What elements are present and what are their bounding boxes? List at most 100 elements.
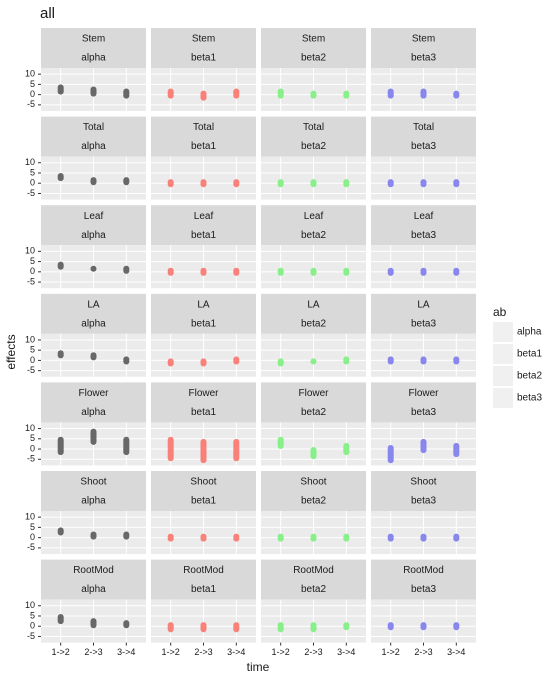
- y-axis-label: effects: [4, 334, 18, 369]
- range-mark: [387, 533, 394, 542]
- range-mark: [200, 179, 207, 188]
- range-mark: [277, 358, 284, 367]
- strip-col-label: beta1: [191, 318, 216, 329]
- range-mark: [453, 267, 460, 276]
- x-tick-label: 2->3: [414, 647, 432, 657]
- strip-row-label: Flower: [408, 388, 439, 399]
- strip: [151, 293, 256, 334]
- strip: [371, 28, 476, 68]
- range-mark: [387, 622, 394, 631]
- y-tick-label: 0: [30, 443, 35, 453]
- legend-label: beta2: [517, 371, 542, 382]
- range-mark: [57, 261, 64, 270]
- strip-row-label: Leaf: [414, 211, 434, 222]
- strip-col-label: beta3: [411, 407, 436, 418]
- range-mark: [233, 622, 240, 633]
- range-mark: [90, 618, 97, 629]
- range-mark: [387, 444, 394, 464]
- strip-row-label: Flower: [298, 388, 329, 399]
- range-mark: [123, 356, 130, 365]
- strip-col-label: beta2: [301, 230, 326, 241]
- range-mark: [387, 179, 394, 188]
- strip: [261, 116, 366, 157]
- y-tick-label: 5: [30, 79, 35, 89]
- range-mark: [343, 90, 350, 99]
- range-mark: [200, 358, 207, 367]
- range-mark: [123, 620, 130, 629]
- strip: [151, 382, 256, 423]
- y-tick-label: 5: [30, 610, 35, 620]
- range-mark: [200, 438, 207, 464]
- range-mark: [277, 533, 284, 542]
- range-mark: [310, 179, 317, 188]
- y-tick-label: 5: [30, 433, 35, 443]
- range-mark: [453, 622, 460, 631]
- strip-col-label: beta2: [301, 407, 326, 418]
- strip-col-label: alpha: [81, 53, 106, 64]
- range-mark: [123, 531, 130, 540]
- range-mark: [57, 527, 64, 536]
- x-tick-label: 2->3: [84, 647, 102, 657]
- strip-row-label: LA: [307, 299, 320, 310]
- legend-key: [493, 388, 513, 408]
- x-tick-label: 1->2: [162, 647, 180, 657]
- strip-col-label: beta2: [301, 584, 326, 595]
- y-tick-label: -5: [27, 365, 35, 375]
- range-mark: [233, 179, 240, 188]
- legend-key: [493, 344, 513, 364]
- range-mark: [200, 533, 207, 542]
- range-mark: [343, 267, 350, 276]
- range-mark: [90, 86, 97, 97]
- strip-row-label: RootMod: [403, 565, 444, 576]
- y-tick-label: -5: [27, 276, 35, 286]
- x-axis-label: time: [247, 660, 270, 674]
- strip: [261, 471, 366, 511]
- range-mark: [343, 179, 350, 188]
- range-mark: [420, 533, 427, 542]
- range-mark: [57, 84, 64, 95]
- strip-row-label: RootMod: [73, 565, 114, 576]
- strip-col-label: beta3: [411, 141, 436, 152]
- strip-col-label: alpha: [81, 407, 106, 418]
- strip-col-label: alpha: [81, 318, 106, 329]
- x-tick-label: 2->3: [304, 647, 322, 657]
- y-tick-label: 0: [30, 621, 35, 631]
- range-mark: [453, 442, 460, 458]
- strip: [261, 28, 366, 68]
- range-mark: [90, 531, 97, 540]
- strip: [261, 382, 366, 423]
- range-mark: [387, 88, 394, 99]
- x-tick-label: 3->4: [337, 647, 355, 657]
- legend-label: alpha: [517, 327, 542, 338]
- x-tick-label: 1->2: [382, 647, 400, 657]
- strip-col-label: beta3: [411, 496, 436, 507]
- legend-title: ab: [493, 305, 507, 319]
- strip: [261, 293, 366, 334]
- range-mark: [90, 177, 97, 186]
- range-mark: [90, 352, 97, 361]
- strip-row-label: Shoot: [410, 477, 436, 488]
- x-tick-label: 2->3: [194, 647, 212, 657]
- strip-col-label: beta1: [191, 141, 216, 152]
- range-mark: [233, 267, 240, 276]
- strip: [371, 293, 476, 334]
- strip-col-label: beta2: [301, 496, 326, 507]
- range-mark: [310, 90, 317, 99]
- strip-row-label: Stem: [302, 34, 325, 45]
- strip-row-label: Shoot: [300, 477, 326, 488]
- strip: [151, 205, 256, 246]
- strip-row-label: Total: [303, 122, 324, 133]
- range-mark: [420, 179, 427, 188]
- range-mark: [453, 356, 460, 365]
- strip-col-label: alpha: [81, 141, 106, 152]
- range-mark: [277, 179, 284, 188]
- strip: [371, 559, 476, 600]
- range-mark: [123, 177, 130, 186]
- range-mark: [200, 267, 207, 276]
- y-tick-label: 0: [30, 89, 35, 99]
- range-mark: [420, 356, 427, 365]
- strip-row-label: Flower: [188, 388, 219, 399]
- strip: [261, 559, 366, 600]
- strip-row-label: LA: [87, 299, 100, 310]
